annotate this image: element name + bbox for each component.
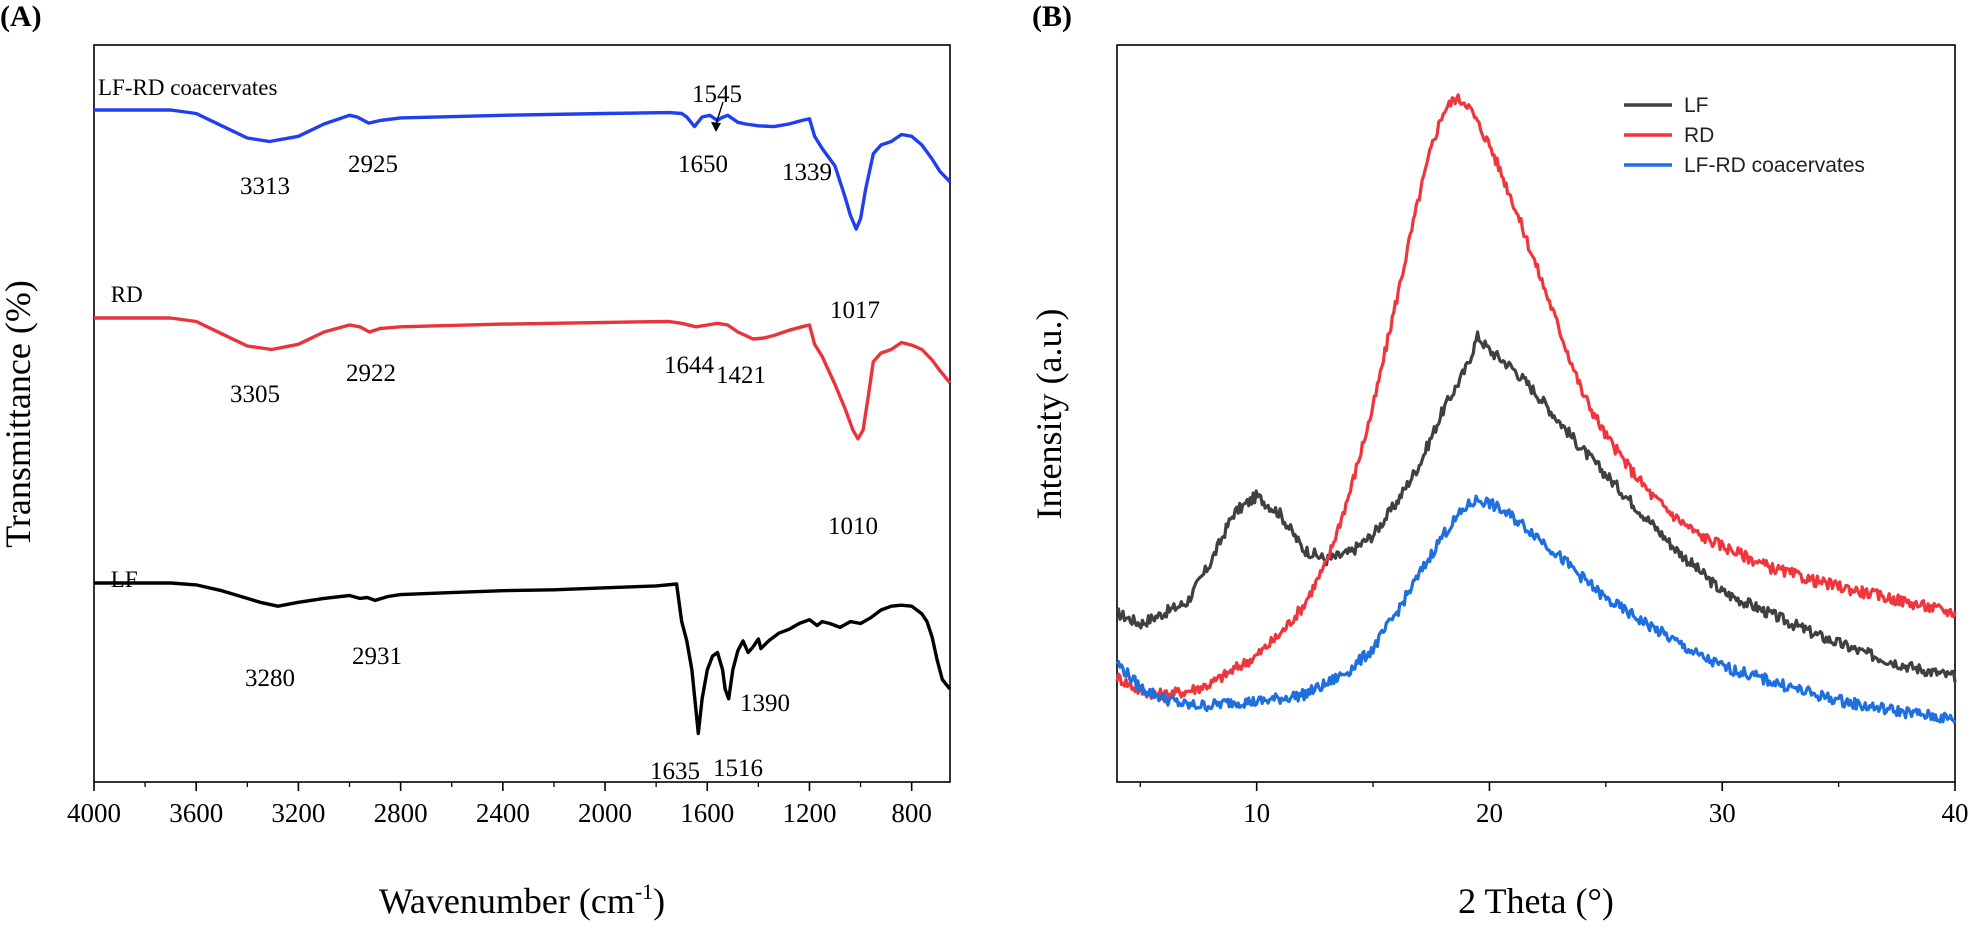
ftir-series-rd <box>94 316 952 441</box>
panel-b-x-tick-label: 30 <box>1709 798 1736 828</box>
panel-b-plot-frame <box>1116 44 1956 783</box>
panel-b-x-tick-label: 20 <box>1476 798 1503 828</box>
ftir-series-lf-rd-coacervates <box>94 108 952 231</box>
legend-entry: RD <box>1684 124 1714 147</box>
panel-a-x-tick-label: 2000 <box>578 798 632 828</box>
panel-a-x-tick-label: 3600 <box>169 798 223 828</box>
panel-b-label: (B) <box>1032 0 1072 33</box>
panel-a-x-tick-label: 1600 <box>680 798 734 828</box>
panel-a-x-tick-label: 3200 <box>271 798 325 828</box>
xrd-series-lf-rd-coacervates <box>1115 494 1957 724</box>
panel-b-x-tick-label: 40 <box>1942 798 1969 828</box>
panel-a-plot-frame <box>93 44 951 783</box>
xrd-series-lf <box>1116 330 1957 683</box>
ftir-peak-label: 3280 <box>245 665 295 692</box>
ftir-series-label: LF-RD coacervates <box>98 75 278 100</box>
ftir-peak-label: 1390 <box>740 690 790 717</box>
ftir-peak-label: 1017 <box>830 297 880 324</box>
panel-a-y-axis-title: Transmittance (%) <box>0 280 38 548</box>
panel-a-label: (A) <box>0 0 42 33</box>
ftir-peak-label: 2922 <box>346 360 396 387</box>
panel-a-x-axis-title: Wavenumber (cm-1) <box>379 879 665 921</box>
ftir-peak-label: 3313 <box>240 173 290 200</box>
panel-b-x-axis-title: 2 Theta (°) <box>1458 881 1614 921</box>
ftir-peak-label: 1339 <box>782 159 832 186</box>
xrd-series-rd <box>1115 93 1957 702</box>
panel-a-x-ticks: 4000 3600 3200 2800 2400 2000 1600 1200 800 <box>67 782 932 828</box>
legend-entry: LF <box>1684 94 1709 117</box>
legend-entry: LF-RD coacervates <box>1684 154 1865 177</box>
ftir-series-label: LF <box>111 567 138 592</box>
ftir-peak-label: 1644 <box>664 352 715 379</box>
panel-b-y-axis-title: Intensity (a.u.) <box>1029 309 1069 520</box>
annotation-arrow-1545 <box>715 101 724 125</box>
panel-a-x-tick-label: 4000 <box>67 798 121 828</box>
panel-a-x-tick-label: 800 <box>891 798 932 828</box>
panel-b-legend: LF RD LF-RD coacervates <box>1624 94 1865 177</box>
panel-a-x-tick-label: 2800 <box>374 798 428 828</box>
ftir-peak-label: 1516 <box>713 755 763 782</box>
ftir-peak-label: 1650 <box>678 151 728 178</box>
panel-b-xrd-chart: (B) 10 20 30 40 LF RD LF-RD coacervates 2 The… <box>1029 0 1969 921</box>
panel-b-series <box>1115 93 1957 724</box>
ftir-peak-label: 1010 <box>828 513 878 540</box>
ftir-peak-label: 1545 <box>692 81 742 108</box>
panel-a-ftir-chart: (A) 4000 3600 3200 2800 2400 2000 1600 1200 800 … <box>0 0 952 921</box>
annotation-arrowhead-1545 <box>711 122 721 132</box>
panel-b-x-ticks: 10 20 30 40 <box>1139 782 1969 828</box>
panel-a-annotations: 3313 2925 1650 1545 1339 1017 3305 2922 1644 1421… <box>230 81 880 785</box>
ftir-series-lf <box>94 581 952 736</box>
panel-b-x-tick-label: 10 <box>1243 798 1270 828</box>
ftir-peak-label: 2931 <box>352 643 402 670</box>
ftir-peak-label: 3305 <box>230 381 280 408</box>
panel-a-x-tick-label: 2400 <box>476 798 530 828</box>
ftir-peak-label: 1635 <box>650 758 700 785</box>
ftir-series-label: RD <box>111 282 143 307</box>
panel-a-series <box>94 108 952 736</box>
panel-a-series-labels: LF-RD coacervates RD LF <box>98 75 278 592</box>
ftir-peak-label: 1421 <box>716 362 766 389</box>
ftir-peak-label: 2925 <box>348 151 398 178</box>
panel-a-x-tick-label: 1200 <box>782 798 836 828</box>
